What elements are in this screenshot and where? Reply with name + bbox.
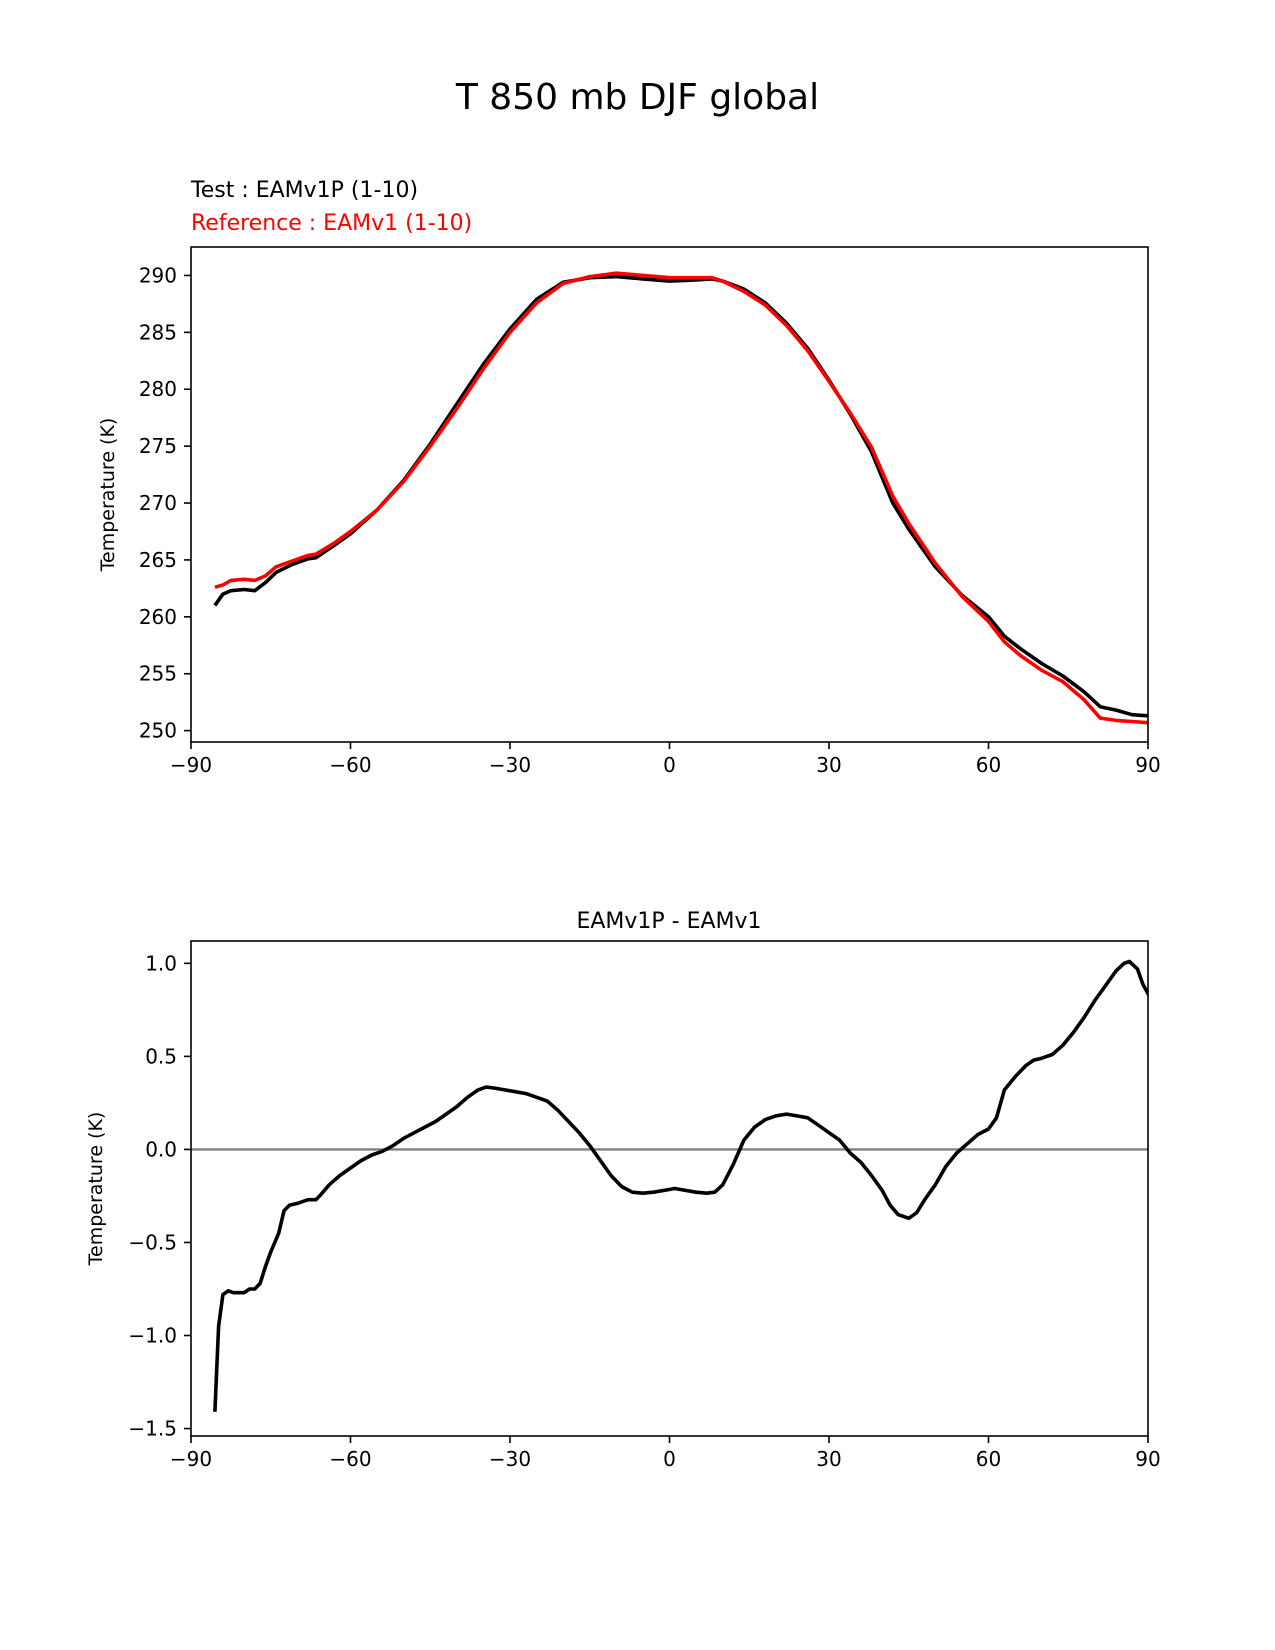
y-tick-label: 285 xyxy=(139,320,177,344)
axes-frame xyxy=(190,246,1149,743)
y-tick-label: 0.5 xyxy=(145,1044,177,1068)
reference-series-line xyxy=(214,271,1148,725)
test-series-line xyxy=(213,959,1148,1412)
x-tick-label: −30 xyxy=(489,1447,531,1471)
x-tick-label: 0 xyxy=(663,753,676,777)
x-tick-label: 90 xyxy=(1135,753,1160,777)
y-tick-label: 0.0 xyxy=(145,1137,177,1161)
x-tick-label: 60 xyxy=(976,1447,1001,1471)
x-tick-label: −60 xyxy=(329,1447,371,1471)
x-tick-label: −90 xyxy=(170,753,212,777)
y-tick-label: −1.0 xyxy=(128,1324,177,1348)
x-tick-label: −30 xyxy=(489,753,531,777)
x-tick-label: 0 xyxy=(663,1447,676,1471)
figure-title: T 850 mb DJF global xyxy=(455,77,819,118)
y-axis-label: Temperature (K) xyxy=(85,1112,107,1267)
y-tick-label: 1.0 xyxy=(145,951,177,975)
x-tick-label: −90 xyxy=(170,1447,212,1471)
y-tick-label: −1.5 xyxy=(128,1417,177,1441)
legend-reference-label: Reference : EAMv1 (1-10) xyxy=(191,211,472,236)
test-series-line xyxy=(213,274,1148,718)
bottom-chart-title: EAMv1P - EAMv1 xyxy=(576,909,761,934)
y-tick-label: 290 xyxy=(139,263,177,287)
x-tick-label: −60 xyxy=(329,753,371,777)
y-tick-label: 280 xyxy=(139,377,177,401)
difference-line-chart: −90 −60 −30 0 30 60 90 −1.5 −1.0 −0.5 0.0 0.5 1.0 Tem… xyxy=(85,940,1161,1471)
x-tick-label: 90 xyxy=(1135,1447,1160,1471)
y-tick-label: 275 xyxy=(139,434,177,458)
x-tick-label: 60 xyxy=(976,753,1001,777)
y-axis-label: Temperature (K) xyxy=(97,418,119,573)
y-tick-label: −0.5 xyxy=(128,1230,177,1254)
y-tick-label: 255 xyxy=(139,662,177,686)
top-line-chart: −90 −60 −30 0 30 60 90 250 255 260 265 270 275 280 285… xyxy=(97,246,1161,777)
x-tick-label: 30 xyxy=(816,1447,841,1471)
y-tick-label: 270 xyxy=(139,491,177,515)
y-tick-label: 260 xyxy=(139,605,177,629)
x-tick-label: 30 xyxy=(816,753,841,777)
y-tick-label: 250 xyxy=(139,719,177,743)
legend-test-label: Test : EAMv1P (1-10) xyxy=(190,178,418,203)
y-tick-label: 265 xyxy=(139,548,177,572)
